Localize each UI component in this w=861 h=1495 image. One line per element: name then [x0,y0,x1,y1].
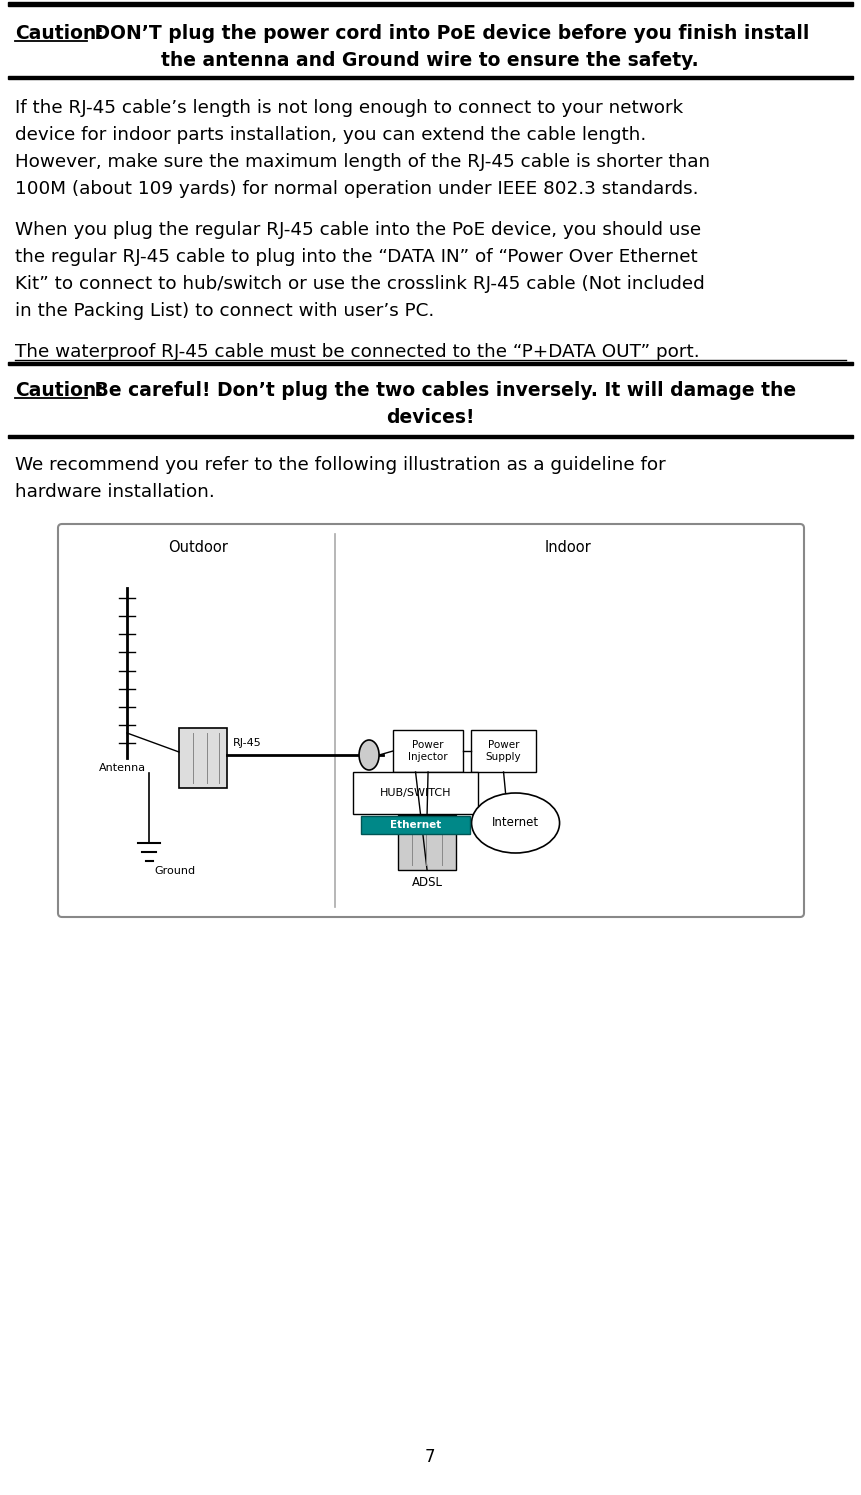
Text: Power
Supply: Power Supply [486,740,522,762]
Text: ADSL: ADSL [412,876,443,890]
Text: device for indoor parts installation, you can extend the cable length.: device for indoor parts installation, yo… [15,126,647,144]
Bar [8,435,853,438]
Text: We recommend you refer to the following illustration as a guideline for: We recommend you refer to the following … [15,456,666,474]
Text: devices!: devices! [386,408,474,428]
Bar [353,771,478,813]
Bar [398,815,456,870]
Text: The waterproof RJ-45 cable must be connected to the “P+DATA OUT” port.: The waterproof RJ-45 cable must be conne… [15,342,700,360]
Text: the antenna and Ground wire to ensure the safety.: the antenna and Ground wire to ensure th… [161,51,699,70]
Bar [361,816,470,834]
Text: Indoor: Indoor [544,540,591,555]
Text: Power
Injector: Power Injector [408,740,448,762]
Text: Kit” to connect to hub/switch or use the crosslink RJ-45 cable (Not included: Kit” to connect to hub/switch or use the… [15,275,705,293]
Text: Ground: Ground [154,866,195,876]
Text: RJ-45: RJ-45 [233,739,262,748]
Text: When you plug the regular RJ-45 cable into the PoE device, you should use: When you plug the regular RJ-45 cable in… [15,221,701,239]
Text: However, make sure the maximum length of the RJ-45 cable is shorter than: However, make sure the maximum length of… [15,152,710,170]
Bar [471,730,536,771]
Text: Internet: Internet [492,816,539,830]
Bar [179,728,227,788]
Text: Ethernet: Ethernet [390,819,441,830]
Text: Be careful! Don’t plug the two cables inversely. It will damage the: Be careful! Don’t plug the two cables in… [88,381,796,401]
Text: 7: 7 [424,1449,436,1467]
Text: If the RJ-45 cable’s length is not long enough to connect to your network: If the RJ-45 cable’s length is not long … [15,99,684,117]
Text: Antenna: Antenna [98,762,146,773]
Bar [8,1,853,6]
Text: DON’T plug the power cord into PoE device before you finish install: DON’T plug the power cord into PoE devic… [88,24,809,43]
Text: Caution:: Caution: [15,381,103,401]
Text: 100M (about 109 yards) for normal operation under IEEE 802.3 standards.: 100M (about 109 yards) for normal operat… [15,179,698,197]
Bar [8,76,853,79]
Text: hardware installation.: hardware installation. [15,483,214,501]
FancyBboxPatch shape [58,525,804,916]
Ellipse shape [472,792,560,854]
Text: the regular RJ-45 cable to plug into the “DATA IN” of “Power Over Ethernet: the regular RJ-45 cable to plug into the… [15,248,697,266]
Text: Outdoor: Outdoor [169,540,228,555]
Bar [393,730,463,771]
Ellipse shape [359,740,379,770]
Text: HUB/SWITCH: HUB/SWITCH [380,788,451,798]
Text: in the Packing List) to connect with user’s PC.: in the Packing List) to connect with use… [15,302,434,320]
Text: Caution:: Caution: [15,24,103,43]
Bar [8,362,853,365]
